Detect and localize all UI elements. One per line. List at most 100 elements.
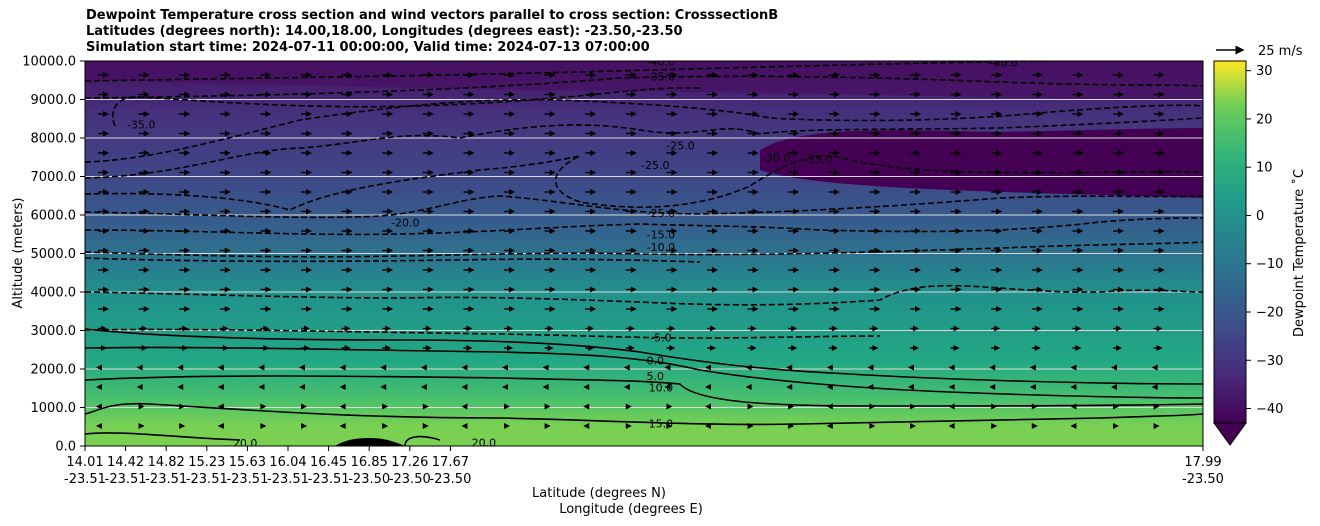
wind-arrow-head [344,325,351,332]
wind-arrow-head [793,91,800,98]
wind-arrow-head [955,130,962,137]
wind-arrow-head [915,286,921,293]
plot-area: -40.0 -35.0 -35.0 -40.0 -30.0 -35.0 -25.0 -25.0… [85,55,1203,446]
wind-arrow-head [910,403,916,410]
wind-arrow-head [669,345,676,351]
x-tick-label-latitude: 14.01 [66,455,103,470]
wind-arrow-head [346,72,353,78]
x-tick-label-latitude: 17.99 [1184,455,1221,470]
wind-arrow-head [184,306,191,312]
wind-arrow-head [994,325,1001,332]
wind-arrow-head [1158,111,1165,117]
wind-arrow-head [179,403,186,410]
wind-arrow-head [136,364,143,371]
wind-arrow-head [103,247,109,254]
wind-arrow-head [1036,72,1043,78]
wind-arrow-head [710,325,716,332]
wind-arrow-head [461,384,468,390]
wind-arrow-head [752,208,759,215]
wind-arrow-head [265,130,272,137]
wind-arrow-head [103,189,109,195]
wind-arrow-head [427,72,434,78]
wind-arrow-head [671,247,678,254]
contour-label: -40.0 [647,55,675,68]
wind-arrow-head [177,384,184,390]
wind-arrow-head [509,111,515,117]
wind-arrow-head [915,189,921,195]
contour-line-negative [85,257,701,263]
wind-arrow-head [306,111,312,117]
wind-arrow-head [1118,286,1124,293]
wind-arrow-head [184,267,191,273]
wind-arrow-head [306,130,312,137]
wind-arrow-head [752,91,759,98]
wind-arrow-head [1118,267,1124,273]
contour-line-negative [85,284,1203,306]
wind-arrow-head [791,325,798,332]
wind-arrow-head [1116,345,1122,351]
y-tick-label: 7000.0 [31,170,77,185]
wind-arrow-head [833,91,840,98]
wind-arrow-head [996,208,1003,215]
chart-title-line-2: Latitudes (degrees north): 14.00,18.00, … [86,24,683,39]
wind-arrow-head [996,130,1003,137]
wind-arrow-head [224,130,231,137]
wind-arrow-head [1111,364,1117,371]
wind-arrow-head [103,130,109,137]
wind-arrow-head [224,247,231,254]
y-tick-label: 1000.0 [31,401,77,416]
wind-arrow-head [260,403,267,410]
dry-layer-top [85,61,1203,100]
wind-arrow-head [747,403,754,410]
wind-arrow-head [948,364,955,371]
wind-arrow-head [590,306,597,312]
wind-arrow-head [382,403,389,410]
x-tick-label-longitude: -23.51 [145,472,187,487]
wind-arrow-head [143,150,150,156]
wind-arrow-head [387,150,394,156]
wind-arrow-head [996,72,1003,78]
wind-arrow-head [509,286,515,293]
wind-arrow-head [955,208,962,215]
wind-arrow-head [265,228,272,234]
wind-arrow-head [1031,423,1038,429]
wind-arrow-head [339,364,346,371]
dry-pocket [760,128,1203,198]
wind-arrow-head [468,189,475,195]
wind-arrow-head [915,150,921,156]
wind-arrow-head [793,169,800,176]
wind-arrow-head [380,364,387,371]
grid-lines [85,99,1203,408]
wind-arrow-head [96,384,102,390]
x-tick-label-latitude: 17.26 [391,455,428,470]
wind-arrow-head [628,325,635,332]
wind-arrow-head [468,208,475,215]
wind-arrow-head [466,345,473,351]
wind-arrow-head [948,423,955,429]
contour-label: -35.0 [127,119,155,132]
chart-title-line-1: Dewpoint Temperature cross section and w… [86,8,779,23]
wind-arrow-head [1151,364,1158,371]
wind-arrow-head [549,306,556,312]
wind-key: 25 m/s [1216,44,1303,59]
wind-arrow-head [867,364,874,371]
wind-arrow-head [874,111,881,117]
wind-arrow-head [1070,384,1077,390]
wind-arrow-head [630,189,637,195]
wind-arrow-head [468,247,475,254]
wind-arrow-head [867,384,874,390]
contour-line-positive [85,328,1203,385]
wind-arrow-head [422,423,429,429]
wind-arrow-head [590,189,597,195]
wind-arrow-head [509,169,515,176]
wind-arrow-head [786,384,793,390]
wind-arrow-head [991,403,998,410]
wind-arrow-head [461,403,468,410]
wind-arrow-head [623,384,630,390]
wind-arrow-head [948,384,955,390]
wind-arrow-head [712,306,718,312]
contour-label: -40.0 [989,57,1017,70]
wind-arrow-head [346,208,353,215]
wind-arrow-head [265,247,272,254]
